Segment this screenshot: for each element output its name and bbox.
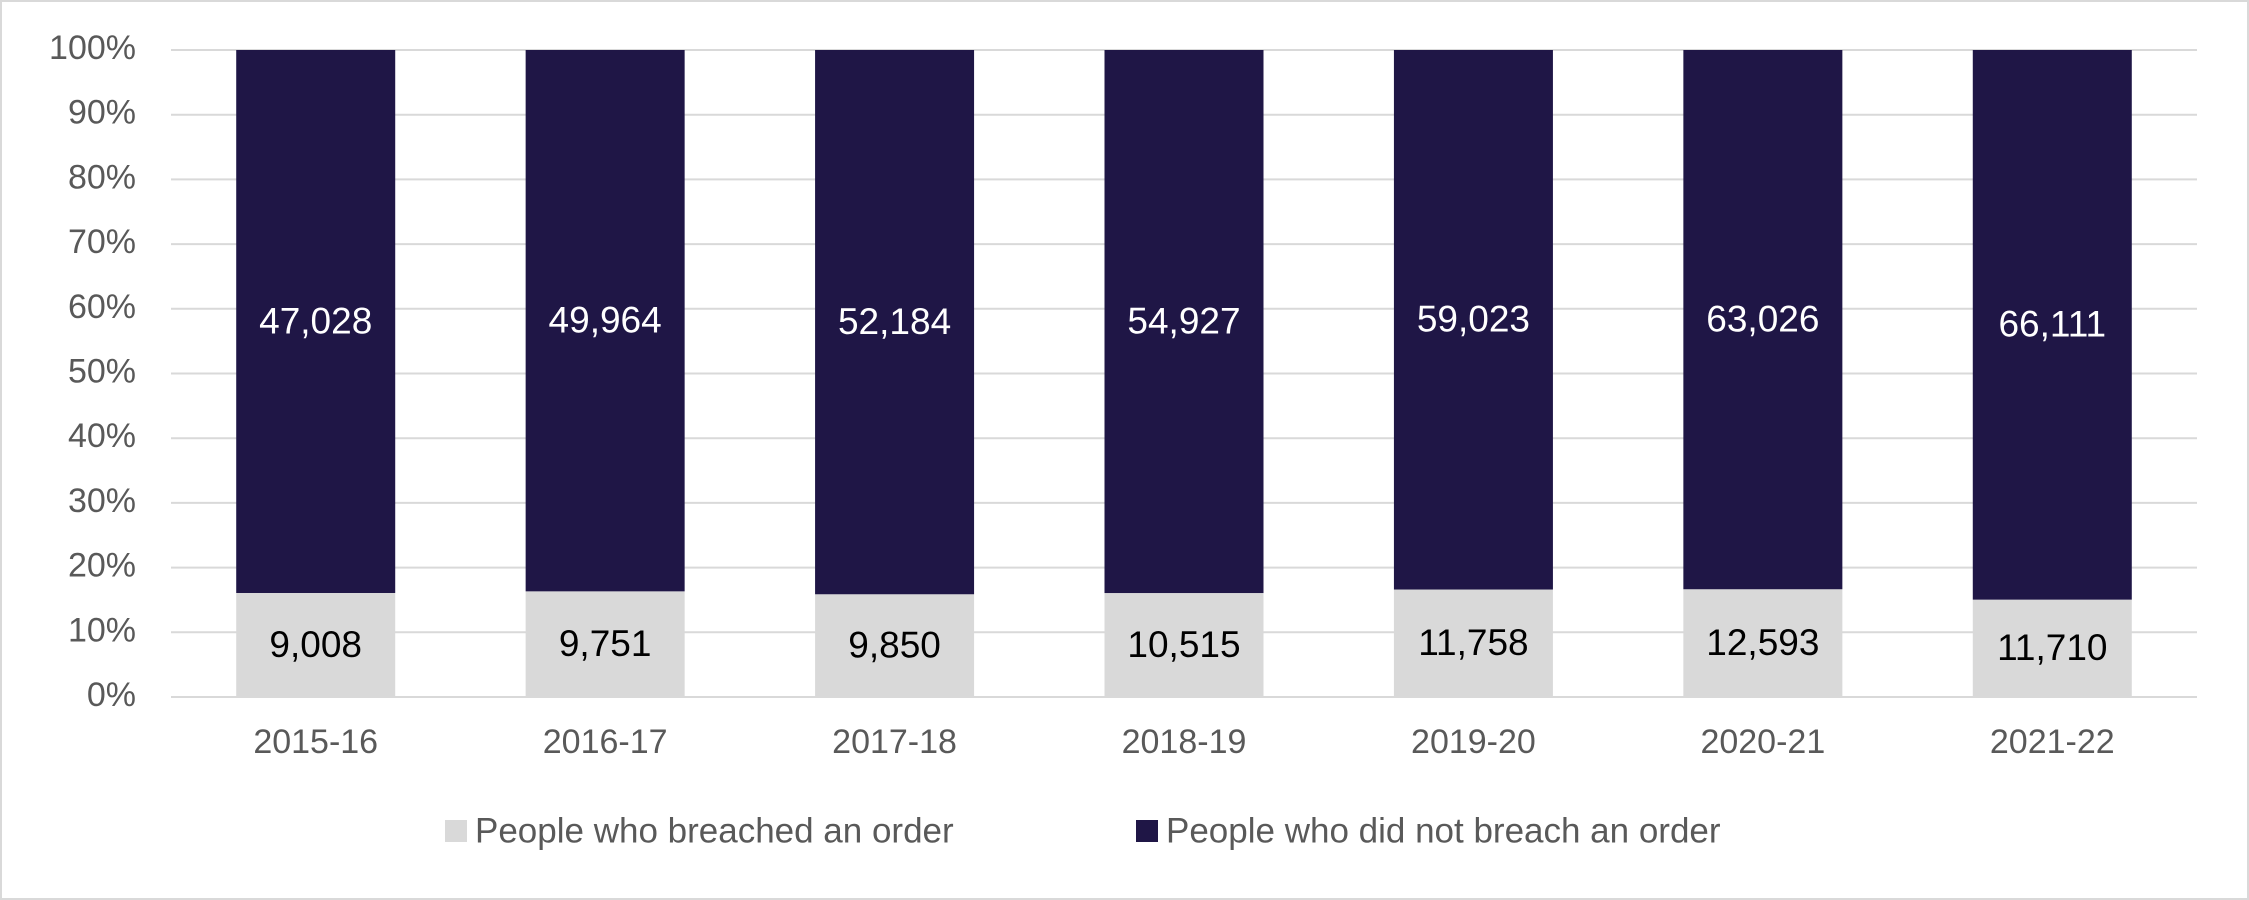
data-label: 12,593 [1706, 622, 1819, 663]
bar-segment [1683, 589, 1843, 697]
legend-label: People who did not breach an order [1166, 811, 1721, 850]
data-label: 63,026 [1706, 298, 1819, 339]
x-tick-label: 2019-20 [1411, 723, 1536, 761]
data-label: 49,964 [549, 299, 662, 340]
y-tick-label: 70% [68, 223, 136, 261]
data-label: 54,927 [1127, 300, 1240, 341]
x-tick-label: 2021-22 [1990, 723, 2115, 761]
y-tick-label: 90% [68, 94, 136, 132]
y-tick-label: 30% [68, 482, 136, 520]
data-label: 9,751 [559, 623, 652, 664]
data-label: 9,008 [269, 624, 362, 665]
y-tick-label: 0% [87, 676, 136, 714]
bar-segment [236, 592, 396, 697]
legend-label: People who breached an order [475, 811, 954, 850]
x-tick-label: 2016-17 [543, 723, 668, 761]
legend-swatch [1136, 820, 1158, 842]
data-label: 11,758 [1418, 622, 1528, 663]
data-label: 66,111 [1998, 304, 2106, 345]
bar-segment [1683, 50, 1843, 590]
bar-segment [1393, 589, 1553, 697]
y-tick-label: 20% [68, 547, 136, 585]
x-tick-label: 2018-19 [1122, 723, 1247, 761]
bar-segment [1104, 593, 1264, 697]
data-label: 59,023 [1417, 299, 1530, 340]
x-tick-label: 2015-16 [253, 723, 378, 761]
bar-segment [525, 50, 685, 592]
data-label: 11,710 [1997, 627, 2107, 668]
data-label: 47,028 [259, 300, 372, 341]
x-tick-label: 2020-21 [1700, 723, 1825, 761]
y-tick-label: 60% [68, 288, 136, 326]
y-tick-label: 10% [68, 611, 136, 649]
bar-segment [815, 50, 975, 595]
data-label: 10,515 [1127, 624, 1240, 665]
y-tick-label: 40% [68, 417, 136, 455]
bar-segment [1104, 50, 1264, 594]
data-label: 9,850 [848, 624, 941, 665]
bar-segment [1393, 50, 1553, 590]
bar-segment [1972, 599, 2132, 697]
data-label: 52,184 [838, 301, 951, 342]
bar-segment [1972, 50, 2132, 600]
y-tick-label: 80% [68, 158, 136, 196]
y-tick-label: 50% [68, 352, 136, 390]
y-tick-label: 100% [49, 29, 136, 67]
bar-segment [815, 594, 975, 697]
bar-segment [236, 50, 396, 593]
legend-swatch [445, 820, 467, 842]
bar-segment [525, 591, 685, 697]
x-tick-label: 2017-18 [832, 723, 957, 761]
